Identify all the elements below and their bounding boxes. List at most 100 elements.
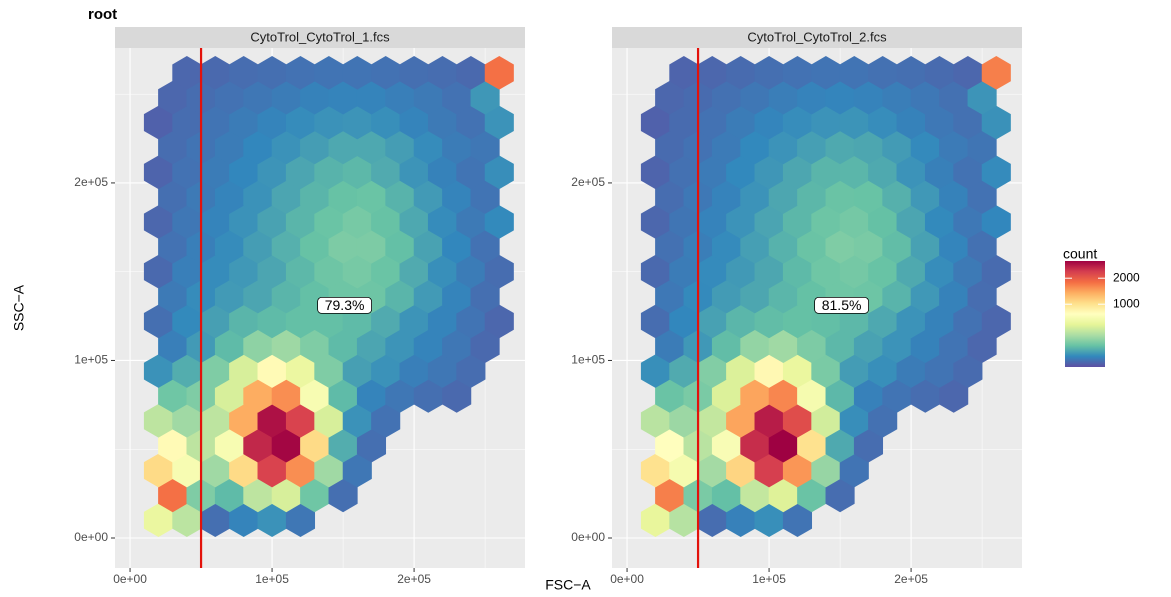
hex-bin bbox=[470, 180, 500, 214]
hex-bin bbox=[427, 304, 458, 339]
hex-bin bbox=[285, 453, 316, 488]
colorbar-tick-label: 2000 bbox=[1113, 270, 1140, 284]
hex-bin bbox=[740, 130, 770, 165]
hex-bin bbox=[910, 379, 940, 413]
hex-bin bbox=[740, 279, 770, 314]
hex-bin bbox=[711, 478, 742, 513]
hex-bin bbox=[356, 230, 387, 264]
hex-bin bbox=[243, 130, 273, 165]
hex-bin bbox=[655, 379, 685, 413]
y-tick-label: 0e+00 bbox=[571, 530, 605, 544]
hex-bin bbox=[285, 304, 316, 339]
hex-bin bbox=[214, 230, 245, 264]
hex-bin bbox=[754, 254, 784, 289]
hex-bin bbox=[229, 354, 259, 388]
gate-label: 81.5% bbox=[822, 297, 862, 313]
hex-bin bbox=[811, 205, 841, 239]
x-tick-label: 0e+00 bbox=[113, 572, 147, 586]
hex-bin bbox=[371, 304, 401, 339]
hex-bin bbox=[442, 230, 472, 264]
hex-bin bbox=[768, 130, 798, 165]
hex-bin bbox=[399, 155, 429, 190]
hex-bin bbox=[158, 329, 188, 364]
hex-bin bbox=[910, 279, 940, 314]
hex-bin bbox=[782, 503, 813, 538]
hex-bin bbox=[910, 230, 940, 264]
hex-bin bbox=[314, 56, 344, 90]
hex-bin bbox=[427, 155, 458, 190]
hex-bin bbox=[754, 155, 784, 190]
hex-bin bbox=[484, 205, 514, 239]
hex-bin bbox=[371, 404, 401, 438]
hex-bin bbox=[655, 130, 685, 165]
hex-bin bbox=[229, 105, 259, 140]
gate-label-box bbox=[814, 296, 869, 314]
hex-bin bbox=[143, 404, 173, 438]
hex-bin bbox=[158, 279, 188, 314]
hex-bin bbox=[243, 329, 273, 364]
hex-bin bbox=[896, 254, 926, 289]
hex-bin bbox=[328, 80, 358, 115]
hex-bin bbox=[953, 304, 983, 339]
hex-bin bbox=[782, 304, 813, 339]
hex-bin bbox=[924, 254, 955, 289]
hex-bin bbox=[172, 56, 202, 90]
hex-bin bbox=[257, 56, 287, 90]
hex-bin bbox=[640, 155, 670, 190]
hex-bin bbox=[442, 180, 472, 214]
strip-background bbox=[115, 27, 525, 48]
hex-bin bbox=[257, 503, 287, 538]
hex-bin bbox=[967, 230, 997, 264]
hex-bin bbox=[470, 80, 500, 115]
hex-bin bbox=[172, 254, 202, 289]
hex-bin bbox=[981, 304, 1011, 339]
hex-bin bbox=[853, 379, 884, 413]
hex-bin bbox=[726, 105, 756, 140]
hex-bin bbox=[229, 404, 259, 438]
hex-bin bbox=[271, 180, 301, 214]
hex-bin bbox=[697, 503, 727, 538]
hex-bin bbox=[726, 304, 756, 339]
hex-bin bbox=[740, 80, 770, 115]
hex-bin bbox=[811, 453, 841, 488]
hex-bin bbox=[399, 56, 429, 90]
hex-bin bbox=[470, 279, 500, 314]
hex-bin bbox=[243, 180, 273, 214]
hex-bin bbox=[882, 379, 912, 413]
hex-bin bbox=[285, 404, 316, 438]
hex-bin bbox=[669, 105, 699, 140]
hex-bin bbox=[896, 105, 926, 140]
hex-bin bbox=[200, 453, 230, 488]
hex-bin bbox=[853, 230, 884, 264]
hex-bin bbox=[754, 205, 784, 239]
hex-bin bbox=[172, 205, 202, 239]
hex-bin bbox=[172, 155, 202, 190]
hex-bin bbox=[896, 304, 926, 339]
hex-bin bbox=[825, 180, 855, 214]
hex-bin bbox=[768, 80, 798, 115]
hex-bin bbox=[413, 279, 443, 314]
hex-bin bbox=[413, 230, 443, 264]
hex-bin bbox=[953, 56, 983, 90]
hex-bin bbox=[158, 230, 188, 264]
hex-bin bbox=[726, 56, 756, 90]
hex-bin bbox=[271, 428, 301, 463]
hex-bin bbox=[442, 379, 472, 413]
hex-bin bbox=[896, 354, 926, 388]
hex-bin bbox=[839, 354, 869, 388]
hex-bin bbox=[797, 80, 827, 115]
hex-bin bbox=[385, 230, 415, 264]
hex-bin bbox=[328, 478, 358, 513]
hex-bin bbox=[413, 379, 443, 413]
hex-bin bbox=[711, 130, 742, 165]
hex-bin bbox=[981, 205, 1011, 239]
hex-bin bbox=[839, 155, 869, 190]
hex-bin bbox=[257, 354, 287, 388]
hex-bin bbox=[427, 354, 458, 388]
hex-bin bbox=[740, 180, 770, 214]
hex-bin bbox=[342, 56, 372, 90]
hex-bin bbox=[640, 503, 670, 538]
hex-bin bbox=[172, 404, 202, 438]
hex-bin bbox=[868, 404, 898, 438]
hex-bin bbox=[853, 180, 884, 214]
